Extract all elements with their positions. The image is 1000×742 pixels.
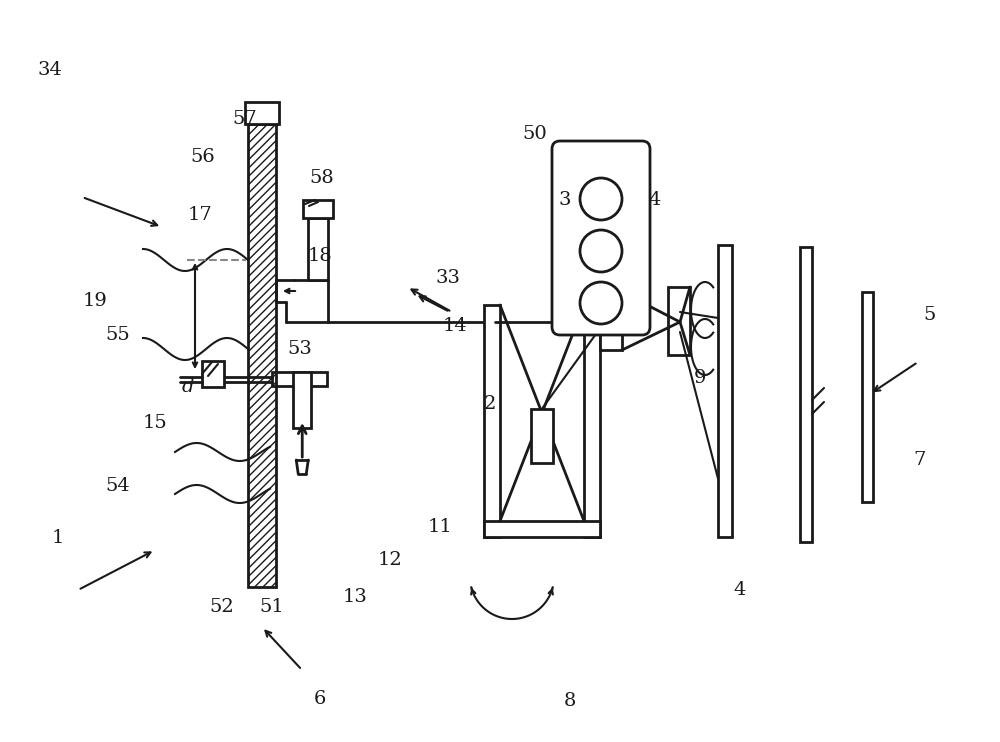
Text: 7: 7	[914, 451, 926, 469]
Text: 33: 33	[436, 269, 460, 287]
Bar	[531, 409, 553, 463]
Bar	[248, 124, 276, 587]
Bar	[245, 102, 279, 124]
Bar	[202, 361, 224, 387]
Bar	[600, 292, 622, 350]
Text: 54: 54	[106, 477, 130, 495]
Text: 57: 57	[233, 110, 257, 128]
Text: 58: 58	[310, 169, 334, 187]
Bar	[303, 200, 333, 218]
Text: 3: 3	[559, 191, 571, 209]
Text: 6: 6	[314, 690, 326, 708]
Circle shape	[580, 230, 622, 272]
Text: 4: 4	[649, 191, 661, 209]
Text: 53: 53	[288, 340, 312, 358]
Bar	[248, 124, 276, 587]
FancyBboxPatch shape	[552, 141, 650, 335]
Text: 2: 2	[484, 395, 496, 413]
Text: 56: 56	[191, 148, 215, 166]
Text: 52: 52	[210, 598, 234, 616]
Bar	[584, 305, 600, 537]
Circle shape	[580, 178, 622, 220]
Bar	[248, 124, 276, 587]
Text: 13: 13	[343, 588, 367, 606]
Bar	[484, 305, 500, 537]
Text: 4: 4	[734, 581, 746, 599]
Circle shape	[580, 282, 622, 324]
Text: 8: 8	[564, 692, 576, 710]
Text: d: d	[182, 378, 194, 396]
Text: 18: 18	[308, 247, 332, 265]
Text: 50: 50	[523, 125, 547, 142]
Text: 19: 19	[83, 292, 107, 309]
Bar	[668, 287, 690, 355]
Text: 34: 34	[38, 62, 62, 79]
Text: 5: 5	[924, 306, 936, 324]
Bar	[293, 372, 311, 428]
Bar	[718, 245, 732, 537]
Bar	[308, 218, 328, 280]
Text: 51: 51	[260, 598, 284, 616]
Text: 1: 1	[52, 529, 64, 547]
Text: 12: 12	[378, 551, 402, 569]
Text: 15: 15	[143, 414, 167, 432]
Text: 14: 14	[443, 318, 467, 335]
Bar	[800, 247, 812, 542]
Bar	[272, 372, 327, 386]
Text: 11: 11	[428, 518, 452, 536]
Text: 55: 55	[106, 326, 130, 344]
Text: 9: 9	[694, 370, 706, 387]
Bar	[862, 292, 873, 502]
Text: 17: 17	[188, 206, 212, 224]
Bar	[484, 521, 600, 537]
